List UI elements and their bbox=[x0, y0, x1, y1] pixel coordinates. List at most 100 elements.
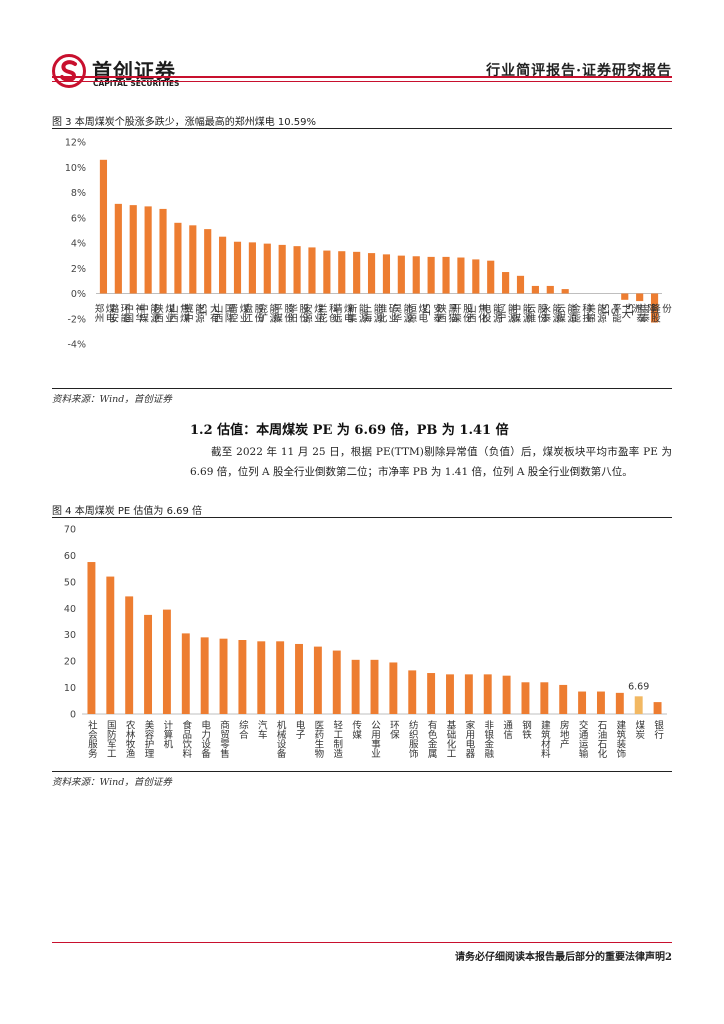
x-tick-label-part: 潞安 bbox=[107, 303, 119, 324]
y-tick-label: 10 bbox=[64, 683, 76, 694]
x-tick-label-part: 上海 bbox=[361, 304, 373, 324]
bar-mark bbox=[189, 225, 197, 294]
x-tick-label-part: 神华 bbox=[133, 303, 145, 324]
x-tick-label-part: 山西 bbox=[167, 304, 179, 324]
figure4-title: 图 4 本周煤炭 PE 估值为 6.69 倍 bbox=[52, 506, 203, 517]
x-tick-label-part: 能源 bbox=[491, 303, 503, 324]
x-tick-label: 环保 bbox=[388, 720, 400, 740]
x-tick-label-part: 矿业 bbox=[386, 303, 398, 323]
bar-mark bbox=[457, 257, 465, 294]
x-tick-label: 山西 焦化 bbox=[465, 303, 488, 324]
x-tick-label: 盘江 股份 bbox=[241, 303, 264, 324]
x-tick-label: 金能 科技 bbox=[569, 303, 592, 324]
section-paragraph: 截至 2022 年 11 月 25 日，根据 PE(TTM)剔除异常值（负值）后… bbox=[190, 446, 672, 478]
x-tick-label: 社会服务 bbox=[86, 719, 98, 759]
report-type-title: 行业简评报告·证券研究报告 bbox=[486, 63, 672, 79]
x-tick-label-part: 云维 bbox=[524, 304, 536, 324]
bar-mark-highlight bbox=[634, 696, 643, 714]
x-tick-label-part: 隆股 bbox=[649, 303, 661, 324]
x-tick-label-part: 美锦 bbox=[584, 303, 596, 324]
x-tick-label-part: 能源 bbox=[357, 303, 369, 324]
x-tick-label-part: 股份 bbox=[297, 304, 309, 324]
figure4-industry-pe-chart: 70 60 50 40 30 20 10 0 6.69 社会服务 国防军工 农林牧渔 美容护理 计算机 食品… bbox=[64, 525, 667, 759]
x-tick-label: 银行 bbox=[652, 719, 664, 740]
x-tick-label-part: 华阳 bbox=[286, 303, 298, 323]
y-tick-label: 4% bbox=[71, 239, 86, 250]
figure4-source: 资料来源：Wind，首创证券 bbox=[52, 777, 172, 788]
bar-mark bbox=[351, 659, 360, 714]
y-tick-label: 30 bbox=[64, 630, 76, 641]
data-label: 6.69 bbox=[628, 681, 649, 692]
x-tick-label-part: 科创 bbox=[327, 303, 339, 324]
x-tick-label: 美锦 能源 bbox=[584, 303, 607, 324]
x-tick-label-part: 环能 bbox=[118, 304, 130, 324]
x-tick-label-part: 能源 bbox=[595, 303, 607, 324]
x-tick-label-part: 能源 bbox=[521, 303, 533, 324]
footer-rule-red bbox=[52, 942, 672, 943]
x-tick-label: 兖矿 能源 bbox=[256, 303, 279, 324]
x-tick-label-part: 能源 bbox=[506, 303, 518, 324]
figure4-bottom-rule bbox=[52, 771, 672, 772]
x-tick-label: 陕西 煤业 bbox=[152, 303, 175, 324]
bar-mark bbox=[248, 242, 256, 294]
bar-mark bbox=[174, 222, 182, 294]
x-tick-label-part: 焦化 bbox=[476, 303, 488, 324]
bar-mark bbox=[531, 285, 539, 294]
x-tick-label-part: 恒源 bbox=[405, 303, 417, 324]
bar-mark bbox=[204, 229, 212, 294]
x-tick-label: 交通运输 bbox=[577, 719, 589, 759]
x-tick-label: 云煤 能源 bbox=[554, 303, 577, 324]
x-tick-label-part: 黑猫 bbox=[446, 304, 458, 324]
bar-mark bbox=[397, 255, 405, 294]
bar-mark bbox=[370, 659, 379, 714]
figure4-top-rule bbox=[52, 517, 672, 518]
x-tick-label: 汽车 bbox=[256, 719, 268, 740]
x-tick-label: 食品饮料 bbox=[180, 719, 192, 759]
bar-mark bbox=[427, 256, 435, 294]
x-tick-label-part: 安源 bbox=[301, 303, 313, 324]
x-tick-label: 新集 能源 bbox=[346, 303, 369, 324]
x-tick-label-part: 煤业 bbox=[163, 303, 175, 323]
x-tick-label: 开滦 股份 bbox=[450, 304, 473, 324]
bar-mark bbox=[338, 251, 346, 294]
y-tick-label: -2% bbox=[68, 314, 87, 325]
x-tick-label: 传媒 bbox=[350, 719, 362, 740]
bar-mark bbox=[99, 159, 108, 294]
bar-mark bbox=[502, 272, 510, 294]
header-rule-red bbox=[52, 76, 672, 78]
bar-mark bbox=[129, 205, 137, 294]
x-tick-label: 云维 股份 bbox=[524, 304, 547, 324]
x-tick-label: 冀中 能源 bbox=[182, 303, 205, 324]
x-tick-label-part: 电投 bbox=[480, 303, 492, 324]
x-tick-label-part: 宝泰 bbox=[638, 303, 650, 323]
x-tick-label: ST 宝泰隆 bbox=[623, 303, 657, 323]
x-tick-label-part: 晋控 bbox=[227, 304, 239, 324]
x-tick-label-part: ST bbox=[599, 304, 610, 316]
bar-mark bbox=[546, 285, 554, 294]
x-tick-label: 上海 能源 bbox=[361, 303, 384, 324]
logo-text-en: CAPITAL SECURITIES bbox=[93, 79, 180, 88]
y-tick-label: 8% bbox=[71, 188, 86, 199]
x-tick-label-part: 冀中 bbox=[182, 303, 194, 324]
x-tick-label-part: 盘江 bbox=[241, 303, 253, 324]
y-tick-label: 12% bbox=[65, 138, 86, 149]
figure3-bottom-rule bbox=[52, 388, 672, 389]
x-tick-label: 昊华 能源 bbox=[390, 303, 413, 324]
x-tick-label-part: 兰花 bbox=[316, 303, 328, 324]
x-tick-label: 永泰 能源 bbox=[539, 303, 562, 324]
bar-mark bbox=[353, 251, 361, 294]
bar-mark bbox=[233, 241, 242, 294]
bar-mark bbox=[125, 596, 134, 714]
x-tick-label: 纺织服饰 bbox=[407, 719, 419, 759]
footer-legal-note: 请务必仔细阅读本报告最后部分的重要法律声明2 bbox=[455, 952, 672, 963]
bar-mark bbox=[540, 682, 549, 714]
x-tick-label-part: 开滦 bbox=[450, 304, 462, 324]
bar-mark bbox=[295, 643, 303, 714]
bar-mark bbox=[621, 293, 629, 300]
bar-mark bbox=[559, 684, 568, 714]
bar-mark bbox=[561, 289, 569, 294]
x-tick-label-part: 靖远 bbox=[331, 303, 343, 324]
x-tick-label-part: 中煤 bbox=[510, 303, 522, 324]
x-tick-label: 靖远 煤电 bbox=[331, 303, 354, 324]
